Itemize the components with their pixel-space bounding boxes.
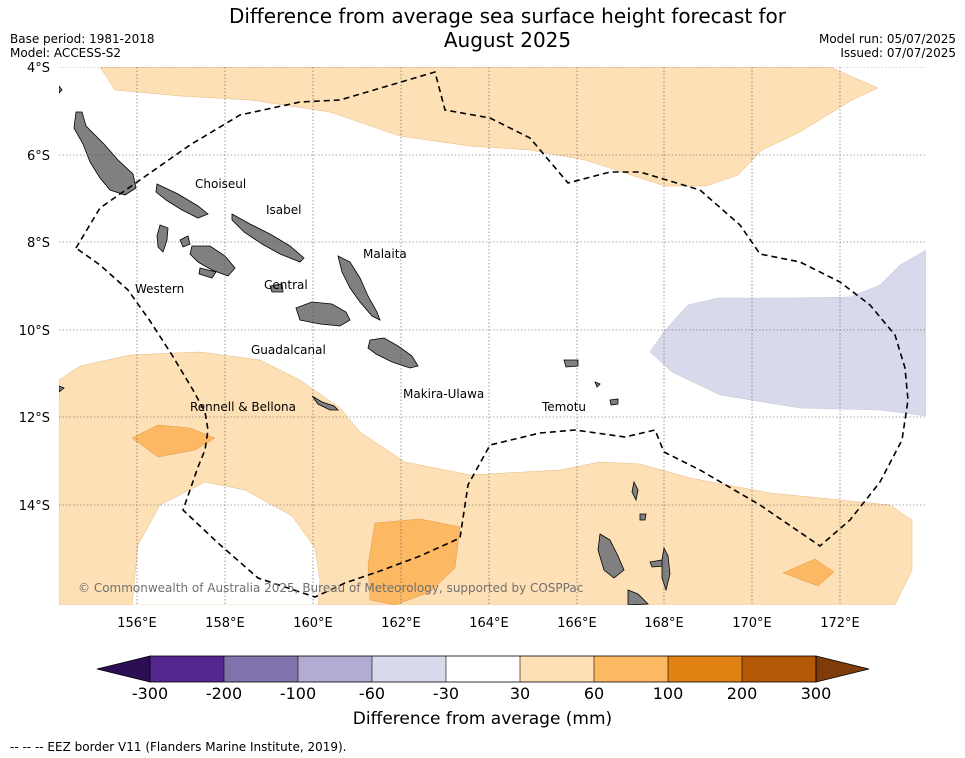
- island-choiseul-east: [155, 183, 209, 219]
- anomaly-patch-central: [367, 518, 461, 605]
- colorbar-extend-low: [96, 655, 151, 683]
- colorbar-label: Difference from average (mm): [352, 709, 613, 729]
- label-guadalcanal: Guadalcanal: [251, 343, 326, 357]
- lon-label-162e: 162°E: [381, 616, 421, 631]
- copyright-notice: © Commonwealth of Australia 2025, Bureau…: [78, 581, 583, 595]
- lat-label-6s: 6°S: [27, 149, 50, 164]
- colorbar-bin: [446, 656, 520, 682]
- eez-border: [74, 70, 909, 598]
- island-rennell: [311, 395, 339, 411]
- island-espiritu-santo: [597, 533, 625, 579]
- colorbar-tick: -60: [359, 684, 385, 703]
- label-isabel: Isabel: [266, 203, 301, 217]
- colorbar-bin: [668, 656, 742, 682]
- label-central: Central: [264, 278, 308, 292]
- model-name: Model: ACCESS-S2: [10, 46, 122, 60]
- islands: [59, 85, 671, 605]
- colorbar-bin: [520, 656, 594, 682]
- colorbar-bin: [594, 656, 668, 682]
- island-isabel: [231, 213, 305, 263]
- colorbar-bin: [150, 656, 224, 682]
- colorbar-tick: -30: [433, 684, 459, 703]
- colorbar-tick: 60: [584, 684, 604, 703]
- island-guadalcanal: [295, 301, 351, 327]
- lat-label-8s: 8°S: [27, 236, 50, 251]
- island-temotu-small: [594, 381, 601, 388]
- lon-label-170e: 170°E: [732, 616, 772, 631]
- island-florida: [269, 283, 284, 293]
- colorbar-bin: [224, 656, 298, 682]
- colorbar-tick: -200: [206, 684, 242, 703]
- title-line-1: Difference from average sea surface heig…: [228, 4, 787, 28]
- label-western: Western: [135, 282, 184, 296]
- colorbar-tick: -100: [280, 684, 316, 703]
- island-vella-lavella: [156, 224, 169, 253]
- neutral-pocket-southwest: [131, 481, 321, 605]
- gridlines: [59, 67, 926, 605]
- metadata-left: Base period: 1981-2018 Model: ACCESS-S2: [10, 32, 155, 60]
- colorbar-bin: [298, 656, 372, 682]
- lon-label-156e: 156°E: [117, 616, 157, 631]
- lon-label-164e: 164°E: [469, 616, 509, 631]
- eez-border-note: -- -- -- EEZ border V11 (Flanders Marine…: [10, 740, 347, 754]
- label-temotu: Temotu: [541, 400, 586, 414]
- label-rennell-bellona: Rennell & Bellona: [190, 400, 296, 414]
- metadata-right: Model run: 05/07/2025 Issued: 07/07/2025: [819, 32, 956, 60]
- colorbar-tick: 200: [727, 684, 758, 703]
- island-temotu-vanikoro: [609, 398, 619, 406]
- anomaly-patch-east: [782, 558, 835, 587]
- anomaly-patch-west: [131, 424, 216, 458]
- colorbar: -300 -200 -100 -60 -30 30 60 100 200 300: [96, 655, 870, 703]
- lat-label-12s: 12°S: [19, 411, 50, 426]
- colorbar-tick: -300: [132, 684, 168, 703]
- colorbar-bin: [372, 656, 446, 682]
- lon-axis-labels: 156°E 158°E 160°E 162°E 164°E 166°E 168°…: [117, 616, 860, 631]
- lat-axis-labels: 4°S 6°S 8°S 10°S 12°S 14°S: [19, 61, 50, 514]
- island-kolombangara: [179, 235, 191, 248]
- lon-label-158e: 158°E: [205, 616, 245, 631]
- island-new-georgia: [189, 245, 236, 277]
- colorbar-tick: 100: [653, 684, 684, 703]
- colorbar-extend-high: [815, 655, 870, 683]
- colorbar-tick: 300: [801, 684, 832, 703]
- island-malaita: [337, 255, 381, 321]
- island-shortland: [59, 85, 63, 94]
- lon-label-172e: 172°E: [820, 616, 860, 631]
- lon-label-166e: 166°E: [557, 616, 597, 631]
- issued-date: Issued: 07/07/2025: [840, 46, 956, 60]
- province-labels: Choiseul Isabel Malaita Western Central …: [135, 177, 586, 414]
- colorbar-bin: [742, 656, 816, 682]
- island-temotu-ndende: [563, 359, 579, 368]
- lon-label-160e: 160°E: [293, 616, 333, 631]
- colorbar-ticks: -300 -200 -100 -60 -30 30 60 100 200 300: [132, 684, 831, 703]
- lat-label-10s: 10°S: [19, 324, 50, 339]
- island-vanuatu-north: [631, 480, 639, 502]
- island-choiseul: [73, 111, 137, 196]
- island-banks: [639, 513, 647, 521]
- lon-label-168e: 168°E: [644, 616, 684, 631]
- island-rendova: [198, 267, 217, 279]
- island-westmost: [59, 385, 65, 393]
- label-choiseul: Choiseul: [195, 177, 246, 191]
- lat-label-14s: 14°S: [19, 499, 50, 514]
- label-malaita: Malaita: [363, 247, 407, 261]
- chart-title: Difference from average sea surface heig…: [180, 4, 835, 52]
- lat-label-4s: 4°S: [27, 61, 50, 76]
- colorbar-tick: 30: [510, 684, 530, 703]
- model-run: Model run: 05/07/2025: [818, 32, 956, 46]
- label-makira-ulawa: Makira-Ulawa: [403, 387, 484, 401]
- map-area: Choiseul Isabel Malaita Western Central …: [59, 67, 926, 605]
- base-period: Base period: 1981-2018: [10, 32, 155, 46]
- island-makira: [367, 337, 419, 369]
- title-line-2: August 2025: [443, 28, 572, 52]
- island-malekula: [627, 589, 649, 605]
